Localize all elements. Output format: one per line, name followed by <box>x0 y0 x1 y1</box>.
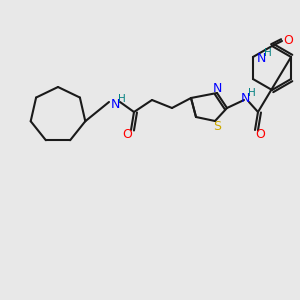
Text: H: H <box>118 94 126 104</box>
Text: H: H <box>264 48 272 58</box>
Text: N: N <box>212 82 222 94</box>
Text: O: O <box>255 128 265 142</box>
Text: N: N <box>110 98 120 110</box>
Text: S: S <box>213 119 221 133</box>
Text: O: O <box>283 34 293 47</box>
Text: N: N <box>240 92 250 104</box>
Text: H: H <box>248 88 256 98</box>
Text: N: N <box>256 52 266 65</box>
Text: O: O <box>122 128 132 142</box>
